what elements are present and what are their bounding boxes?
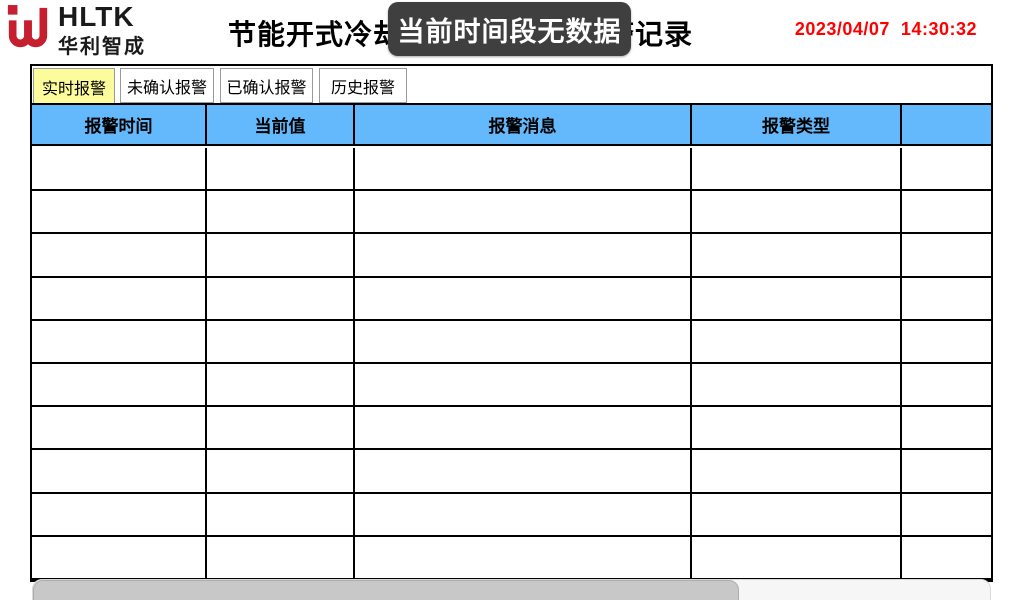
table-cell — [32, 493, 207, 535]
table-cell — [355, 320, 692, 362]
table-cell — [355, 364, 692, 406]
table-row — [32, 450, 991, 494]
page-title-left: 节能开式冷却 — [228, 19, 403, 50]
table-row — [32, 364, 991, 408]
table-cell — [902, 234, 991, 275]
table-row — [32, 493, 991, 537]
table-row — [32, 407, 991, 451]
table-header-row: 报警时间 当前值 报警消息 报警类型 — [32, 105, 991, 146]
datetime-display: 2023/04/07 14:30:32 — [794, 19, 977, 39]
column-header-5 — [902, 105, 991, 144]
alarm-table: 报警时间 当前值 报警消息 报警类型 — [32, 103, 991, 600]
horizontal-scrollbar[interactable] — [32, 579, 991, 600]
table-cell — [902, 364, 991, 405]
table-cell — [355, 277, 692, 319]
tab-1[interactable]: 实时报警 — [33, 68, 115, 105]
table-cell — [207, 493, 355, 535]
table-cell — [32, 407, 207, 449]
column-header-2: 当前值 — [207, 105, 355, 144]
table-cell — [32, 234, 207, 276]
table-cell — [902, 191, 991, 232]
toast-message: 当前时间段无数据 — [397, 16, 622, 47]
table-cell — [32, 364, 207, 406]
table-cell — [32, 191, 207, 233]
column-header-3: 报警消息 — [355, 105, 692, 144]
table-cell — [692, 493, 902, 535]
column-header-1: 报警时间 — [32, 105, 207, 144]
table-cell — [207, 320, 355, 362]
table-cell — [692, 234, 902, 276]
table-cell — [355, 234, 692, 276]
table-cell — [902, 450, 991, 491]
table-cell — [355, 148, 692, 190]
table-cell — [355, 450, 692, 492]
tab-2[interactable]: 未确认报警 — [120, 68, 214, 103]
table-row — [32, 234, 991, 278]
brand-name: HLTK — [58, 1, 135, 32]
table-cell — [902, 537, 991, 578]
table-cell — [207, 536, 355, 578]
table-row — [32, 277, 991, 321]
table-cell — [902, 407, 991, 448]
column-header-4: 报警类型 — [692, 105, 902, 144]
table-cell — [902, 148, 991, 189]
table-cell — [902, 321, 991, 362]
table-row — [32, 320, 991, 364]
brand-name-cn: 华利智成 — [58, 36, 146, 58]
table-row — [32, 536, 991, 580]
table-cell — [692, 364, 902, 406]
table-cell — [692, 148, 902, 190]
no-data-toast: 当前时间段无数据 — [388, 2, 631, 56]
table-cell — [207, 277, 355, 319]
table-cell — [692, 191, 902, 233]
table-cell — [32, 148, 207, 190]
tab-4[interactable]: 历史报警 — [319, 68, 407, 103]
table-cell — [355, 191, 692, 233]
table-cell — [355, 493, 692, 535]
table-cell — [355, 536, 692, 578]
table-row — [32, 148, 991, 192]
table-cell — [692, 320, 902, 362]
table-cell — [207, 234, 355, 276]
table-row — [32, 191, 991, 235]
alarm-panel: 实时报警 未确认报警 已确认报警 历史报警 报警时间 当前值 报警消息 报警类型 — [30, 64, 993, 600]
table-cell — [32, 450, 207, 492]
table-cell — [902, 278, 991, 319]
table-cell — [207, 407, 355, 449]
table-cell — [692, 450, 902, 492]
table-cell — [207, 191, 355, 233]
table-cell — [207, 450, 355, 492]
table-cell — [692, 407, 902, 449]
table-cell — [32, 536, 207, 578]
table-cell — [207, 364, 355, 406]
table-cell — [692, 277, 902, 319]
table-cell — [32, 320, 207, 362]
tab-3[interactable]: 已确认报警 — [220, 68, 313, 103]
table-cell — [902, 494, 991, 535]
table-cell — [207, 148, 355, 190]
table-cell — [692, 536, 902, 578]
table-body — [32, 148, 991, 580]
table-cell — [32, 277, 207, 319]
horizontal-scrollbar-thumb[interactable] — [33, 580, 739, 600]
table-cell — [355, 407, 692, 449]
tab-bar: 实时报警 未确认报警 已确认报警 历史报警 — [33, 67, 992, 105]
hltk-logo-icon — [7, 5, 48, 48]
